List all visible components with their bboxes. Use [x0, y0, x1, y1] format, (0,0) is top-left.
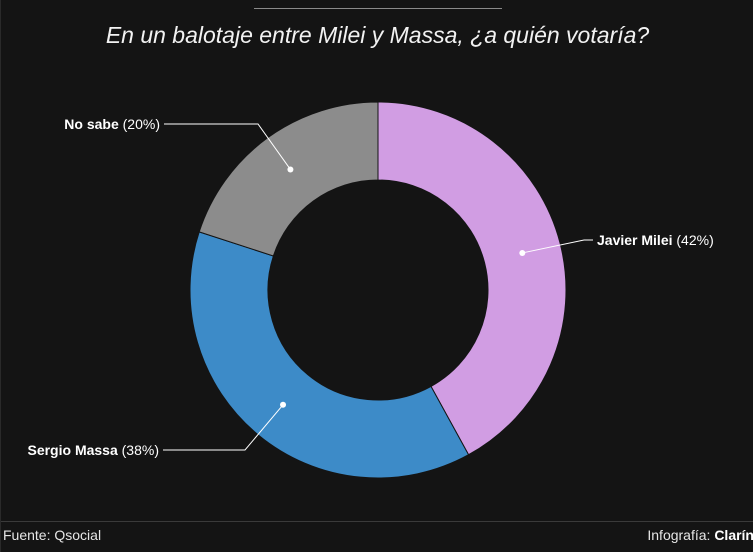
leader-lines — [163, 123, 593, 451]
leader-javier-milei — [522, 239, 593, 254]
label-percent: (20%) — [123, 116, 160, 132]
credit-brand: Clarín — [714, 527, 753, 543]
slice-sergio-massa — [189, 231, 470, 479]
slice-javier-milei — [377, 101, 567, 456]
leader-sergio-massa — [163, 404, 284, 451]
credit-note: Infografía: Clarín — [647, 527, 753, 543]
leader-dot-sergio-massa — [280, 401, 287, 408]
leader-dot-no-sabe — [287, 166, 294, 173]
slice-no-sabe — [198, 101, 379, 257]
label-javier-milei: Javier Milei (42%) — [597, 232, 714, 248]
top-divider — [254, 8, 502, 9]
chart-title: En un balotaje entre Milei y Massa, ¿a q… — [105, 22, 650, 48]
leader-no-sabe — [164, 123, 291, 170]
credit-prefix: Infografía: — [647, 527, 715, 543]
label-name: No sabe — [64, 116, 122, 132]
label-sergio-massa: Sergio Massa (38%) — [27, 442, 159, 458]
slice-labels: Javier Milei (42%) Sergio Massa (38%) No s… — [27, 116, 713, 458]
label-percent: (38%) — [122, 442, 159, 458]
donut-slices — [189, 101, 567, 479]
leader-dot-javier-milei — [519, 249, 526, 256]
label-percent: (42%) — [676, 232, 713, 248]
label-name: Javier Milei — [597, 232, 676, 248]
label-name: Sergio Massa — [27, 442, 121, 458]
footer-divider — [1, 521, 753, 522]
label-no-sabe: No sabe (20%) — [64, 116, 160, 132]
source-note: Fuente: Qsocial — [3, 527, 102, 543]
